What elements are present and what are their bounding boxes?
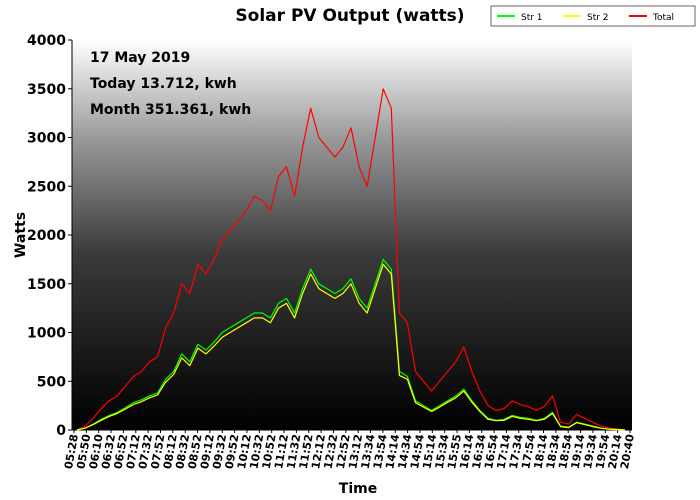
legend: Str 1 Str 2 Total — [490, 5, 696, 27]
y-tick-label: 0 — [56, 423, 66, 439]
y-tick-label: 1000 — [27, 326, 66, 342]
x-tick-label: 17:54 — [519, 433, 538, 470]
legend-label-str1: Str 1 — [521, 13, 543, 23]
x-tick-label: 06:32 — [99, 433, 118, 470]
x-tick-label: 16:54 — [482, 433, 501, 470]
x-tick-label: 06:10 — [87, 433, 106, 470]
x-tick-label: 08:52 — [186, 433, 205, 470]
x-tick-label: 13:54 — [371, 433, 390, 470]
x-tick-label: 07:12 — [124, 433, 143, 470]
x-tick-label: 08:12 — [161, 433, 180, 470]
x-tick-label: 13:12 — [346, 433, 365, 470]
series-lines — [76, 88, 626, 431]
legend-label-str2: Str 2 — [587, 13, 609, 23]
y-tick-label: 1500 — [27, 277, 66, 293]
annotation-date: 17 May 2019 — [90, 50, 190, 66]
annotation-today: Today 13.712, kwh — [90, 76, 237, 92]
annotation-month: Month 351.361, kwh — [90, 102, 251, 118]
y-tick-label: 3500 — [27, 82, 66, 98]
x-tick-label: 12:52 — [334, 433, 353, 470]
x-tick-label: 20:40 — [618, 433, 637, 470]
x-tick-label: 15:14 — [420, 433, 439, 470]
x-tick-label: 12:12 — [309, 433, 328, 470]
x-tick-label: 14:34 — [396, 433, 415, 470]
x-tick-label: 18:14 — [532, 433, 551, 470]
x-tick-label: 09:52 — [223, 433, 242, 470]
x-tick-label: 06:52 — [111, 433, 130, 470]
x-tick-label: 11:32 — [284, 433, 303, 470]
legend-label-total: Total — [652, 13, 674, 23]
x-tick-label: 18:54 — [556, 433, 575, 470]
y-tick-label: 2000 — [27, 228, 66, 244]
x-tick-label: 09:12 — [198, 433, 217, 470]
x-tick-label: 17:14 — [495, 433, 514, 470]
plot-area — [72, 40, 632, 430]
x-tick-label: 16:34 — [470, 433, 489, 470]
x-tick-label: 15:55 — [445, 433, 464, 470]
x-tick-label: 17:34 — [507, 433, 526, 470]
x-tick-label: 19:34 — [581, 433, 600, 470]
x-tick-label: 07:32 — [136, 433, 155, 470]
x-tick-label: 11:52 — [297, 433, 316, 470]
x-tick-label: 07:52 — [149, 433, 168, 470]
y-tick-label: 500 — [37, 374, 66, 390]
x-tick-label: 10:32 — [247, 433, 266, 470]
x-tick-label: 05:28 — [62, 433, 81, 470]
y-axis: 0 500 1000 1500 2000 2500 3000 3500 4000 — [27, 33, 73, 439]
x-tick-label: 12:32 — [322, 433, 341, 470]
y-axis-label: Watts — [13, 212, 29, 258]
x-tick-label: 16:14 — [457, 433, 476, 470]
y-tick-label: 3000 — [27, 131, 66, 147]
x-tick-label: 18:34 — [544, 433, 563, 470]
x-tick-label: 10:52 — [260, 433, 279, 470]
chart-title: Solar PV Output (watts) — [235, 6, 464, 26]
x-tick-label: 19:54 — [593, 433, 612, 470]
x-tick-label: 15:34 — [433, 433, 452, 470]
x-axis-label: Time — [339, 481, 377, 497]
x-tick-label: 13:34 — [359, 433, 378, 470]
y-tick-label: 4000 — [27, 33, 66, 49]
legend-box — [490, 5, 696, 27]
x-tick-label: 14:54 — [408, 433, 427, 470]
x-tick-label: 08:32 — [173, 433, 192, 470]
x-axis: 05:2805:5006:1006:3206:5207:1207:3207:52… — [62, 429, 637, 470]
x-tick-label: 14:14 — [383, 433, 402, 470]
x-tick-label: 20:14 — [606, 433, 625, 470]
y-tick-label: 2500 — [27, 179, 66, 195]
x-tick-label: 11:12 — [272, 433, 291, 470]
x-tick-label: 05:50 — [74, 433, 93, 470]
x-tick-label: 09:32 — [210, 433, 229, 470]
x-tick-label: 10:12 — [235, 433, 254, 470]
x-tick-label: 19:14 — [569, 433, 588, 470]
series-line-str2 — [76, 263, 626, 431]
series-line-total — [76, 88, 626, 431]
